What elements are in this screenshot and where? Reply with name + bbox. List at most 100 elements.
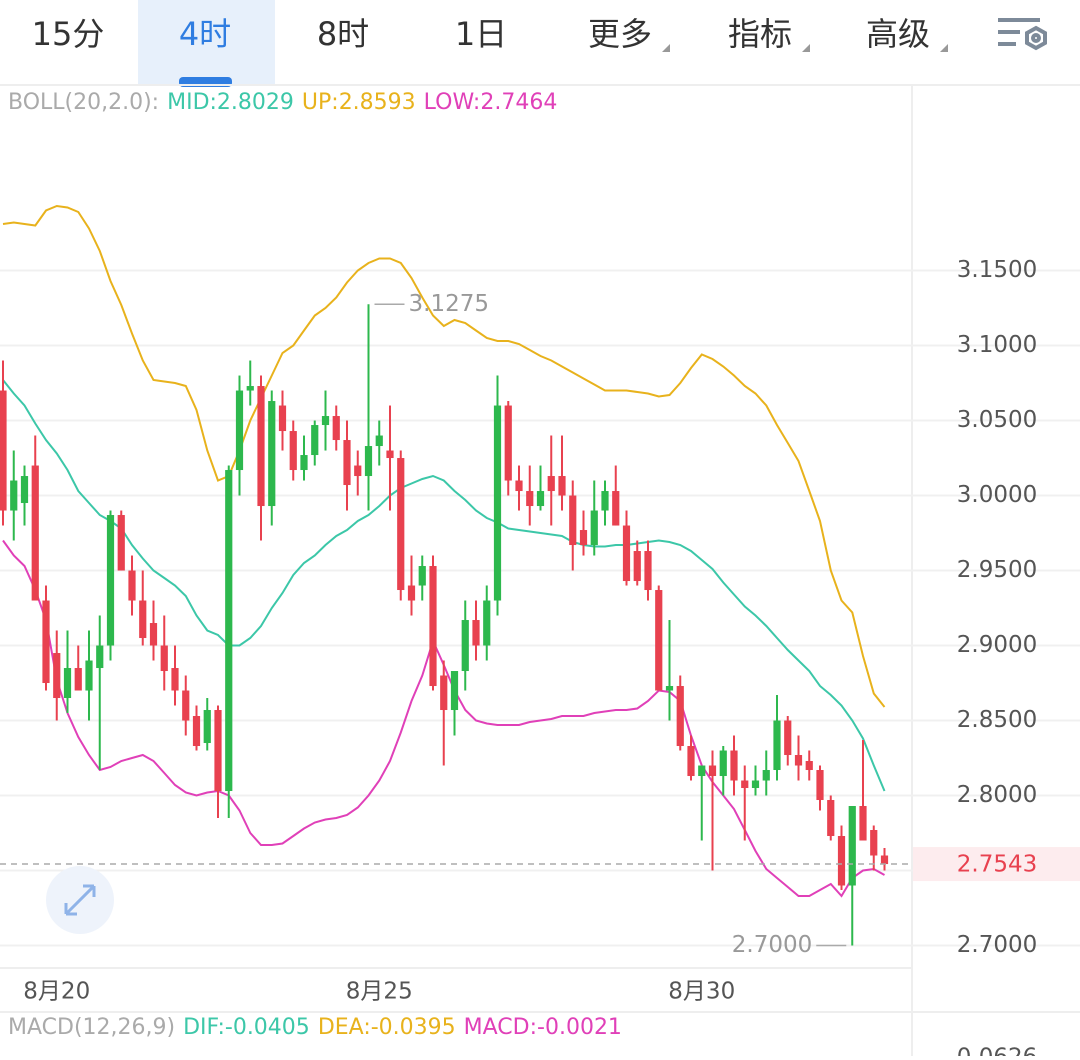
candle-body [246, 386, 254, 391]
candle-body [203, 710, 211, 744]
candle-body [493, 405, 502, 601]
candle-body [472, 620, 480, 646]
candle-body [192, 716, 201, 747]
candle-body [53, 653, 61, 699]
candle-body [730, 750, 738, 781]
candle-body [751, 780, 760, 789]
candle-body [0, 390, 7, 511]
tab[interactable]: 更多 [588, 15, 652, 53]
tab[interactable]: 15分 [32, 15, 105, 53]
settings-icon[interactable] [998, 18, 1047, 51]
candle-body [612, 491, 620, 526]
tab[interactable]: 1日 [455, 15, 507, 53]
x-tick-label: 8月30 [668, 979, 735, 1005]
x-tick-label: 8月25 [346, 979, 413, 1005]
candle-body [461, 620, 469, 672]
candle-body [20, 476, 29, 504]
plot [0, 204, 912, 946]
tab[interactable]: 高级 [866, 15, 930, 53]
tab[interactable]: 指标 [728, 15, 792, 53]
expand-arrows [64, 884, 96, 916]
y-tick-label: 2.9500 [957, 557, 1037, 583]
y-tick-label: 3.1000 [957, 332, 1037, 358]
candle-body [386, 450, 394, 459]
candle-body [407, 585, 416, 601]
candle-body [289, 431, 297, 471]
candle-body [139, 600, 147, 639]
candle-body [257, 386, 265, 507]
tab-bar: 15分 4时 8时 1日 更多 指标 高级 [32, 0, 948, 87]
candle-body [235, 390, 244, 471]
grid [0, 269, 1080, 947]
max-annotation: 3.1275 [409, 291, 489, 317]
tab[interactable]: 8时 [317, 15, 369, 53]
candle-body [515, 480, 523, 492]
candle-body [773, 720, 781, 771]
current-price-bg [913, 847, 1080, 882]
candle-body [300, 455, 308, 471]
candle-body [816, 770, 824, 801]
current-price-label: 2.7543 [957, 852, 1037, 878]
candle-body [182, 690, 190, 721]
tab[interactable]: 4时 [179, 15, 231, 53]
indicator-value: DIF:-0.0405 [183, 1015, 310, 1040]
candle-body [622, 525, 631, 582]
expand-button[interactable] [46, 866, 114, 934]
candle-body [321, 416, 330, 426]
min-annotation: 2.7000 [732, 932, 812, 958]
candle-body [483, 600, 491, 646]
candle-body [171, 668, 179, 691]
y-tick-label: 2.8500 [957, 707, 1037, 733]
y-tick-label: 3.0500 [957, 407, 1037, 433]
candle-body [805, 761, 813, 771]
candle-body [762, 770, 770, 781]
indicator-value: LOW:2.7464 [424, 90, 558, 115]
indicator-value: MACD:-0.0021 [464, 1015, 622, 1040]
candle-body [418, 566, 426, 586]
candle-body [698, 765, 706, 777]
dropdown-caret [940, 44, 948, 52]
y-tick-label: 3.1500 [957, 257, 1037, 283]
candle-body [633, 551, 641, 582]
candle-body [117, 515, 125, 571]
tab-selected-bg [138, 0, 275, 85]
indicator-value: DEA:-0.0395 [318, 1015, 456, 1040]
candle-body [837, 836, 846, 886]
candle-body [794, 755, 803, 766]
candle-body [364, 446, 373, 477]
candle-body [214, 710, 222, 792]
candle-body [332, 416, 340, 441]
candle-body [719, 750, 727, 777]
y-tick-label: 2.8000 [957, 782, 1037, 808]
candle-body [31, 465, 39, 601]
candle-body [601, 491, 609, 511]
icon-dot [1031, 33, 1041, 43]
indicator-name: BOLL(20,2.0): [8, 90, 159, 115]
candle-body [440, 675, 448, 711]
candle-body [85, 660, 93, 691]
candle-body [870, 830, 878, 856]
indicator-value: MID:2.8029 [167, 90, 294, 115]
candle-body [74, 668, 82, 691]
candle-body [504, 405, 512, 481]
band-line [2, 204, 886, 708]
candle-body [106, 515, 115, 646]
candle-body [536, 491, 545, 507]
dropdown-caret [662, 44, 670, 52]
candle-body [160, 645, 168, 672]
candle-body [42, 600, 50, 684]
labels: 2.70002.75002.80002.85002.90002.95003.00… [8, 90, 1080, 1060]
candle-body [827, 800, 835, 837]
y-tick-label: 3.0000 [957, 482, 1037, 508]
indicator-name: MACD(12,26,9) [8, 1015, 175, 1040]
candle-body [278, 405, 287, 432]
indicator-row: BOLL(20,2.0): MID:2.8029 UP:2.8593 LOW:2.74… [8, 90, 557, 115]
dropdown-caret [802, 44, 810, 52]
indicator-row: MACD(12,26,9) DIF:-0.0405 DEA:-0.0395 MACD:… [8, 1015, 622, 1040]
candle-body [644, 551, 652, 591]
candle-body [96, 645, 104, 669]
candle-body [558, 476, 566, 496]
candle-body [450, 671, 459, 711]
icon-hex [1025, 25, 1047, 51]
